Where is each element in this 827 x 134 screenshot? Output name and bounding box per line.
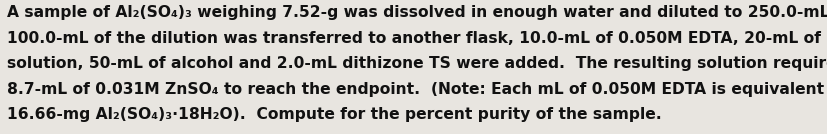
Text: A sample of Al₂(SO₄)₃ weighing 7.52-g was dissolved in enough water and diluted : A sample of Al₂(SO₄)₃ weighing 7.52-g wa… — [7, 5, 827, 20]
Text: 16.66-mg Al₂(SO₄)₃·18H₂O).  Compute for the percent purity of the sample.: 16.66-mg Al₂(SO₄)₃·18H₂O). Compute for t… — [7, 107, 662, 122]
Text: 100.0-mL of the dilution was transferred to another flask, 10.0-mL of 0.050M EDT: 100.0-mL of the dilution was transferred… — [7, 31, 827, 46]
Text: solution, 50-mL of alcohol and 2.0-mL dithizone TS were added.  The resulting so: solution, 50-mL of alcohol and 2.0-mL di… — [7, 56, 827, 71]
Text: 8.7-mL of 0.031M ZnSO₄ to reach the endpoint.  (Note: Each mL of 0.050M EDTA is : 8.7-mL of 0.031M ZnSO₄ to reach the endp… — [7, 82, 827, 97]
